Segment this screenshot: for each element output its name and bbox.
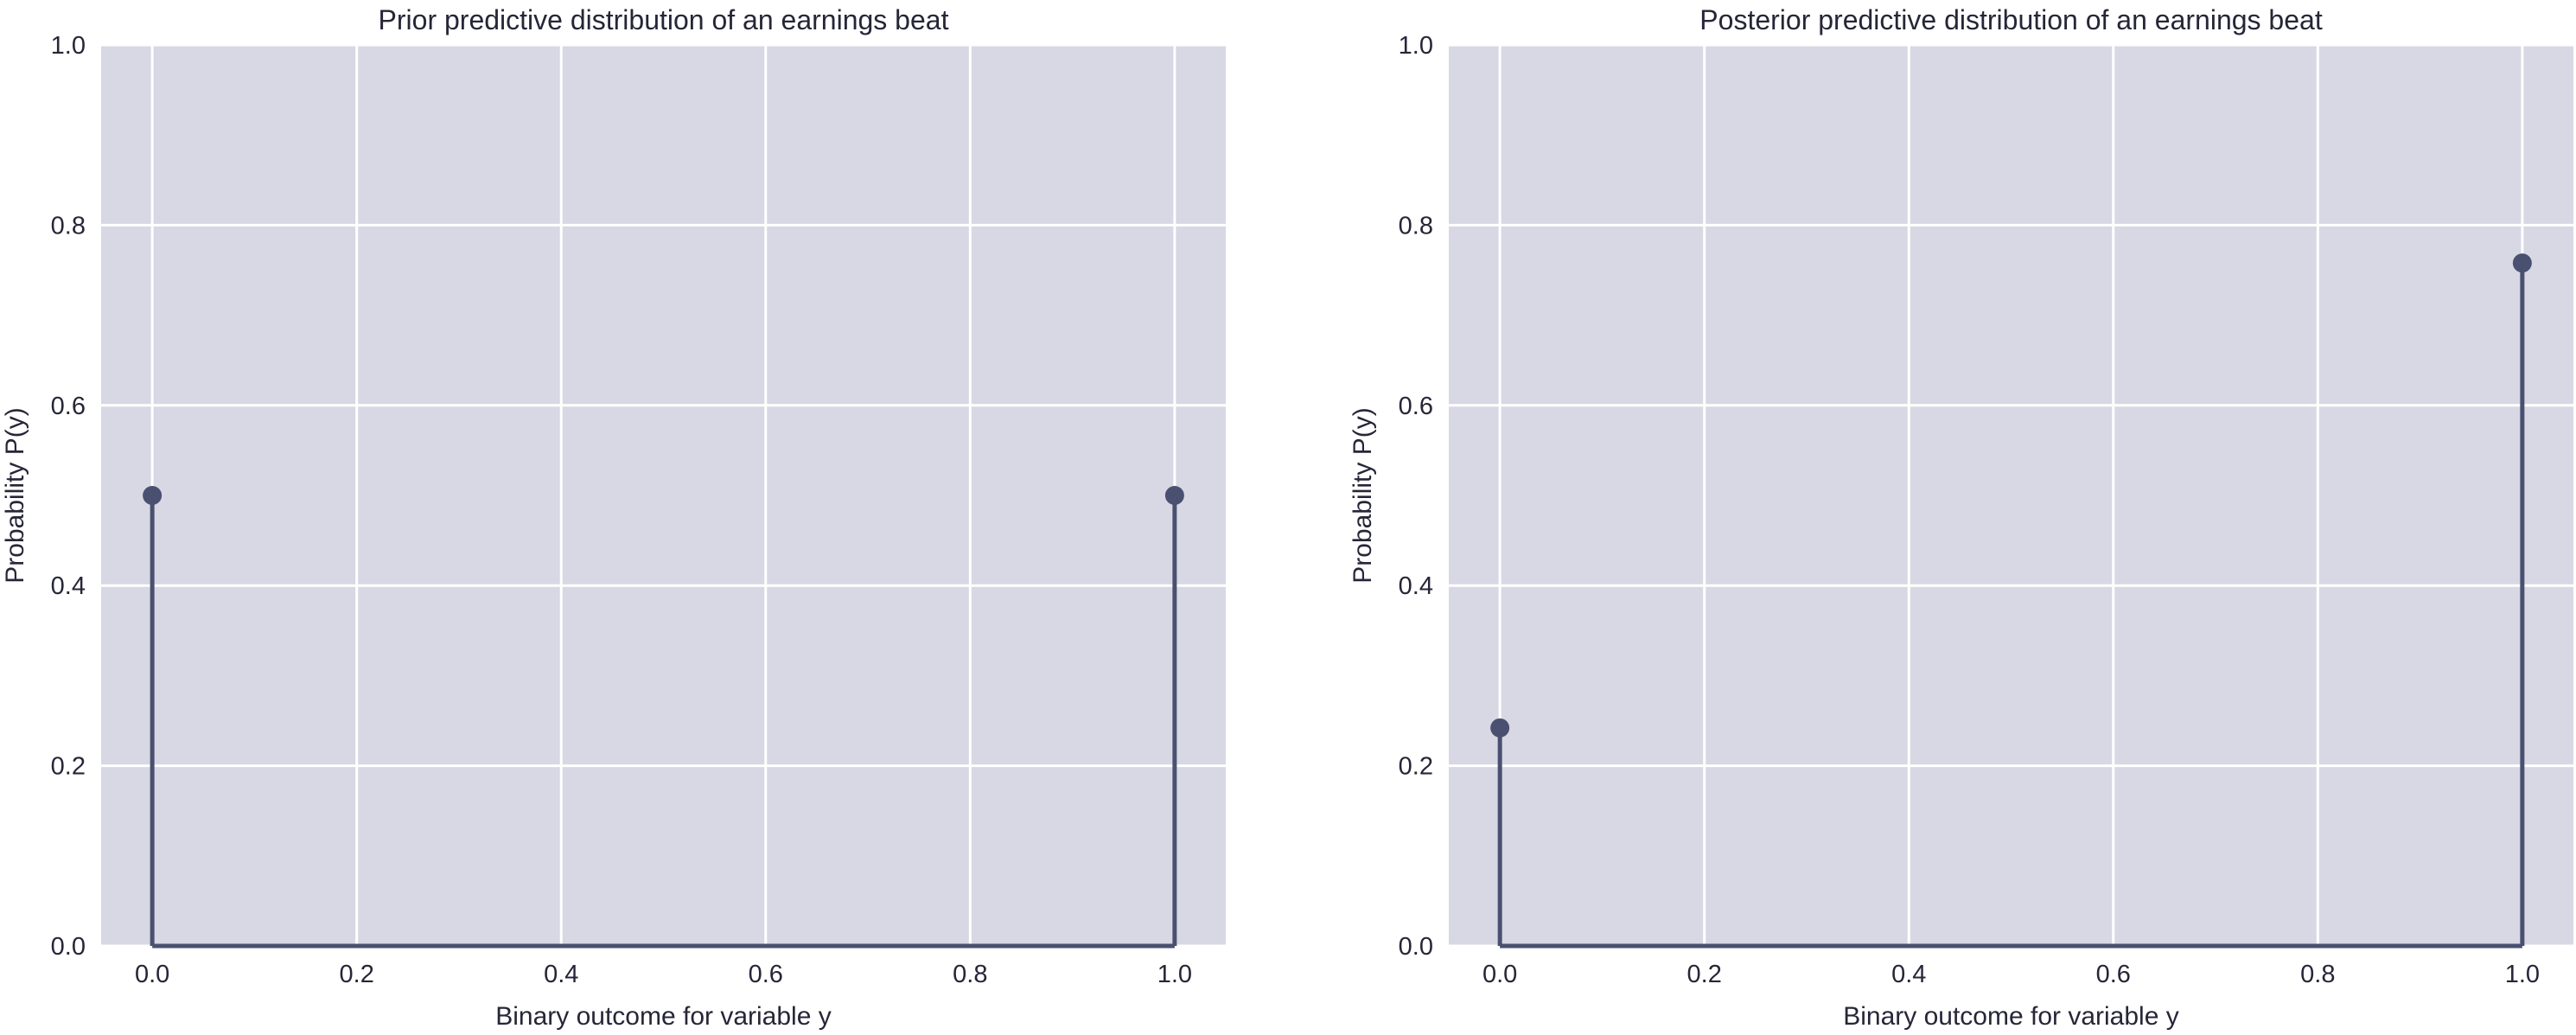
plot-area xyxy=(1449,45,2573,946)
y-tick-label: 0.0 xyxy=(1399,933,1433,961)
x-tick-label: 1.0 xyxy=(1157,961,1192,988)
x-tick-label: 0.8 xyxy=(953,961,987,988)
stem-marker xyxy=(1490,718,1510,738)
x-tick-label: 0.0 xyxy=(135,961,169,988)
x-tick-label: 0.6 xyxy=(2096,961,2131,988)
x-axis-label: Binary outcome for variable y xyxy=(495,1002,832,1031)
chart-prior: 0.0 0.2 0.4 0.6 0.8 1.0 0.0 0.2 0.4 0.6 0.8 1.0 Pr… xyxy=(1,4,1226,1031)
y-tick-label: 0.2 xyxy=(51,753,86,781)
x-tick-label: 0.4 xyxy=(1891,961,1926,988)
x-tick-label: 0.6 xyxy=(749,961,783,988)
x-axis-label: Binary outcome for variable y xyxy=(1843,1002,2179,1031)
x-tick-label: 0.8 xyxy=(2300,961,2335,988)
y-tick-label: 1.0 xyxy=(51,32,86,60)
stems xyxy=(1490,253,2532,946)
y-tick-label: 0.8 xyxy=(1399,212,1433,240)
y-axis-label: Probability P(y) xyxy=(1,407,29,583)
x-tick-label: 0.2 xyxy=(340,961,374,988)
y-tick-label: 0.4 xyxy=(51,572,86,600)
chart-title: Prior predictive distribution of an earn… xyxy=(379,4,949,35)
x-tick-label: 0.0 xyxy=(1482,961,1517,988)
y-tick-labels: 0.0 0.2 0.4 0.6 0.8 1.0 xyxy=(1399,32,1433,961)
y-axis-label: Probability P(y) xyxy=(1349,407,1377,583)
plot-area xyxy=(101,45,1226,946)
y-tick-label: 0.0 xyxy=(51,933,86,961)
stems xyxy=(143,486,1184,946)
y-tick-label: 1.0 xyxy=(1399,32,1433,60)
y-tick-label: 0.6 xyxy=(1399,393,1433,420)
chart-posterior: 0.0 0.2 0.4 0.6 0.8 1.0 0.0 0.2 0.4 0.6 0.8 1.0 Po… xyxy=(1349,4,2573,1031)
y-tick-label: 0.2 xyxy=(1399,753,1433,781)
chart-title: Posterior predictive distribution of an … xyxy=(1699,4,2323,35)
y-tick-label: 0.4 xyxy=(1399,572,1433,600)
y-tick-label: 0.6 xyxy=(51,393,86,420)
x-tick-label: 0.4 xyxy=(544,961,578,988)
y-tick-labels: 0.0 0.2 0.4 0.6 0.8 1.0 xyxy=(51,32,86,961)
x-tick-labels: 0.0 0.2 0.4 0.6 0.8 1.0 xyxy=(1482,961,2540,988)
stem-marker xyxy=(143,486,163,505)
y-tick-label: 0.8 xyxy=(51,212,86,240)
stem-marker xyxy=(1164,486,1184,505)
x-tick-label: 1.0 xyxy=(2505,961,2540,988)
stem-marker xyxy=(2512,253,2532,273)
x-tick-label: 0.2 xyxy=(1687,961,1722,988)
x-tick-labels: 0.0 0.2 0.4 0.6 0.8 1.0 xyxy=(135,961,1192,988)
